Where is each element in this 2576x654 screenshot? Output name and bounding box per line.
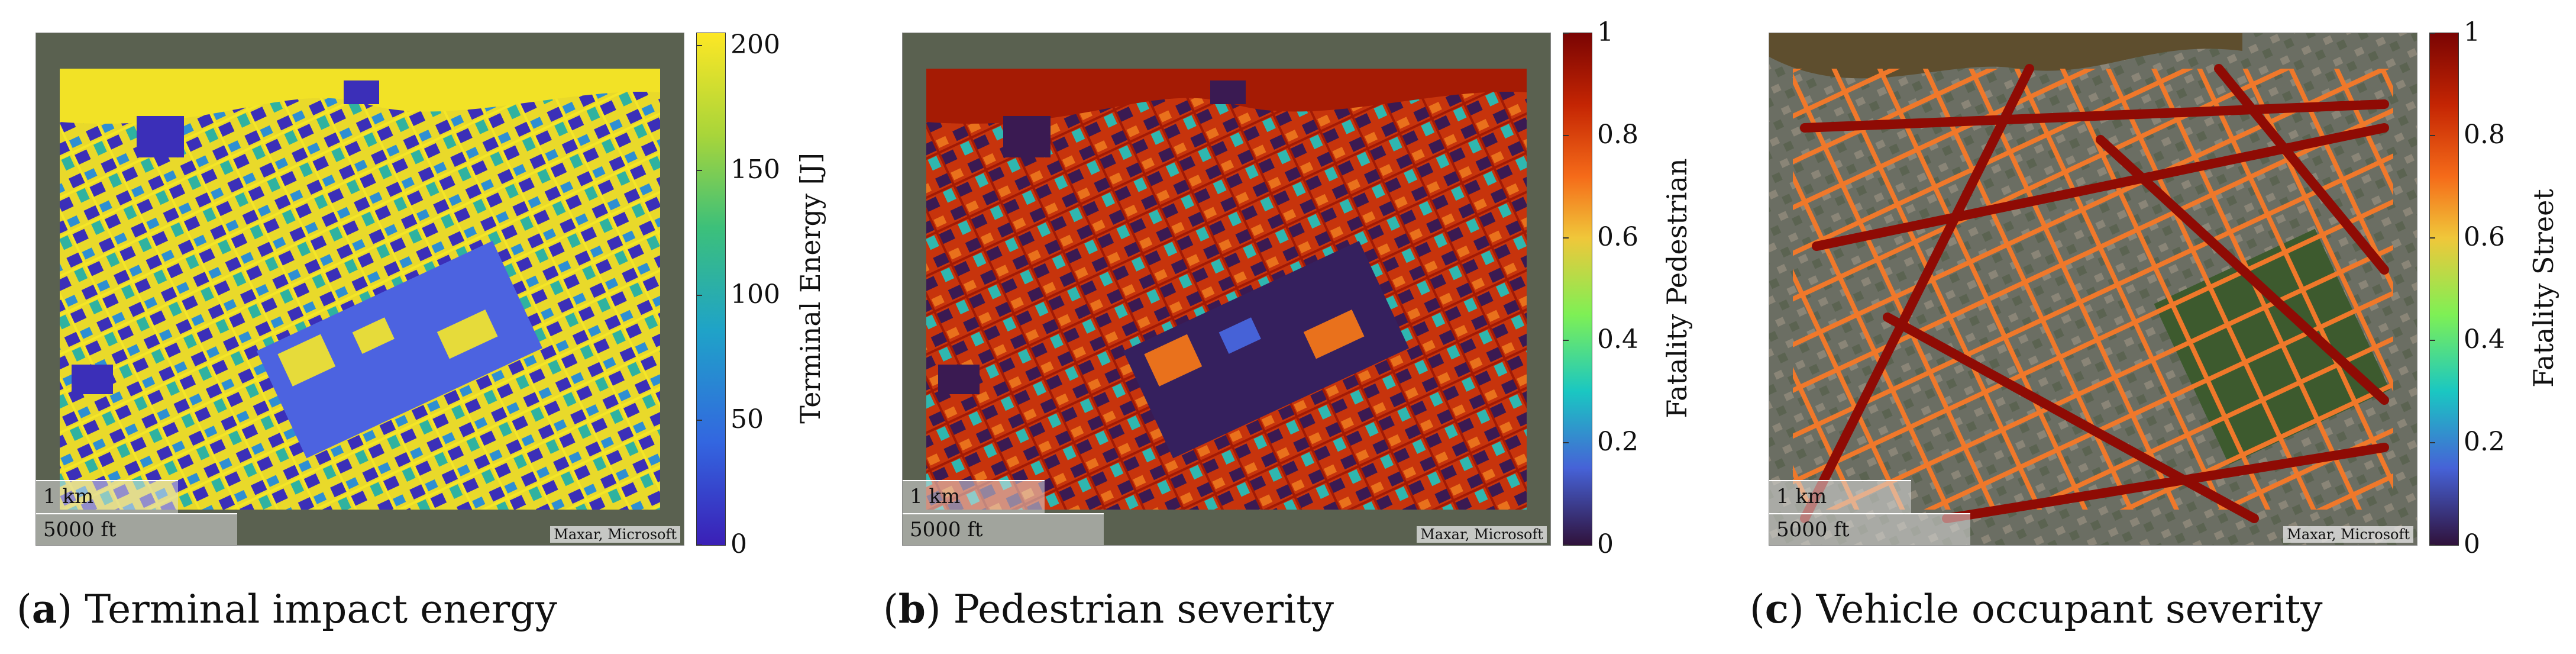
colorbar-tick-label: 0.2 bbox=[1597, 427, 1638, 457]
subfigure-caption: (b) Pedestrian severity bbox=[883, 586, 1334, 632]
colorbar-tickmark bbox=[2429, 135, 2435, 136]
colorbar-pedestrian bbox=[1563, 33, 1592, 546]
colorbar-tick-label: 50 bbox=[731, 404, 764, 434]
map-terminal-energy: 1 km 5000 ft Maxar, Microsoft bbox=[35, 33, 684, 546]
colorbar-label: Fatality Street bbox=[2527, 189, 2559, 388]
panel-a: 1 km 5000 ft Maxar, Microsoft 0 50 100 1… bbox=[0, 0, 864, 654]
colorbar-tick-label: 1 bbox=[2464, 17, 2480, 47]
colorbar-tickmark bbox=[2429, 33, 2435, 34]
map-attribution: Maxar, Microsoft bbox=[1417, 526, 1547, 543]
colorbar-tick-label: 0.8 bbox=[2464, 120, 2505, 150]
map-vehicle-severity: 1 km 5000 ft Maxar, Microsoft bbox=[1769, 33, 2417, 546]
colorbar-tickmark bbox=[696, 420, 702, 421]
colorbar-tick-label: 0.2 bbox=[2464, 427, 2505, 457]
colorbar-tickmark bbox=[696, 45, 702, 46]
colorbar-street bbox=[2429, 33, 2459, 546]
colorbar-tick-label: 0.8 bbox=[1597, 120, 1638, 150]
colorbar-terminal-energy bbox=[696, 33, 726, 546]
colorbar-tick-label: 150 bbox=[731, 154, 780, 185]
colorbar-tick-label: 0.6 bbox=[1597, 222, 1638, 252]
caption-text: Pedestrian severity bbox=[953, 587, 1334, 632]
caption-letter: c bbox=[1764, 586, 1789, 632]
colorbar-tick-label: 0 bbox=[1597, 529, 1614, 559]
caption-text: Terminal impact energy bbox=[85, 587, 557, 632]
colorbar-tick-label: 0.4 bbox=[2464, 324, 2505, 355]
colorbar-tick-label: 0.4 bbox=[1597, 324, 1638, 355]
heatmap-terminal-energy bbox=[36, 33, 684, 545]
colorbar-tickmark bbox=[2429, 545, 2435, 546]
colorbar-tick-label: 1 bbox=[1597, 17, 1614, 47]
colorbar-tickmark bbox=[2429, 237, 2435, 239]
colorbar-tickmark bbox=[1563, 135, 1569, 136]
map-pedestrian-severity: 1 km 5000 ft Maxar, Microsoft bbox=[902, 33, 1551, 546]
map-attribution: Maxar, Microsoft bbox=[2283, 526, 2413, 543]
colorbar-tick-label: 0 bbox=[2464, 529, 2480, 559]
caption-letter: a bbox=[31, 586, 57, 632]
colorbar-tickmark bbox=[1563, 340, 1569, 341]
heatmap-pedestrian-severity bbox=[903, 33, 1550, 545]
colorbar-label: Fatality Pedestrian bbox=[1661, 158, 1693, 418]
scale-km: 1 km bbox=[1769, 480, 1911, 513]
colorbar-tick-label: 0 bbox=[731, 529, 747, 559]
scale-ft: 5000 ft bbox=[1769, 513, 1970, 545]
colorbar-label: Terminal Energy [J] bbox=[794, 153, 826, 424]
caption-letter: b bbox=[898, 586, 926, 632]
subfigure-caption: (c) Vehicle occupant severity bbox=[1750, 586, 2323, 632]
colorbar-tickmark bbox=[1563, 33, 1569, 34]
colorbar-tick-label: 0.6 bbox=[2464, 222, 2505, 252]
colorbar-tickmark bbox=[696, 170, 702, 171]
colorbar-tickmark bbox=[2429, 340, 2435, 341]
colorbar-tickmark bbox=[696, 545, 702, 546]
map-attribution: Maxar, Microsoft bbox=[550, 526, 680, 543]
colorbar-tick-label: 200 bbox=[731, 30, 780, 60]
colorbar-tickmark bbox=[1563, 545, 1569, 546]
colorbar-tickmark bbox=[1563, 442, 1569, 443]
subfigure-caption: (a) Terminal impact energy bbox=[17, 586, 557, 632]
scale-km: 1 km bbox=[903, 480, 1045, 513]
scale-ft: 5000 ft bbox=[36, 513, 237, 545]
colorbar-tickmark bbox=[1563, 237, 1569, 239]
caption-text: Vehicle occupant severity bbox=[1816, 587, 2323, 632]
colorbar-tickmark bbox=[2429, 442, 2435, 443]
heatmap-vehicle-severity bbox=[1769, 33, 2417, 545]
colorbar-tickmark bbox=[696, 295, 702, 296]
colorbar-tick-label: 100 bbox=[731, 279, 780, 310]
panel-b: 1 km 5000 ft Maxar, Microsoft 0 0.2 0.4 … bbox=[867, 0, 1730, 654]
panel-c: 1 km 5000 ft Maxar, Microsoft 0 0.2 0.4 … bbox=[1733, 0, 2576, 654]
scale-ft: 5000 ft bbox=[903, 513, 1104, 545]
scale-km: 1 km bbox=[36, 480, 178, 513]
